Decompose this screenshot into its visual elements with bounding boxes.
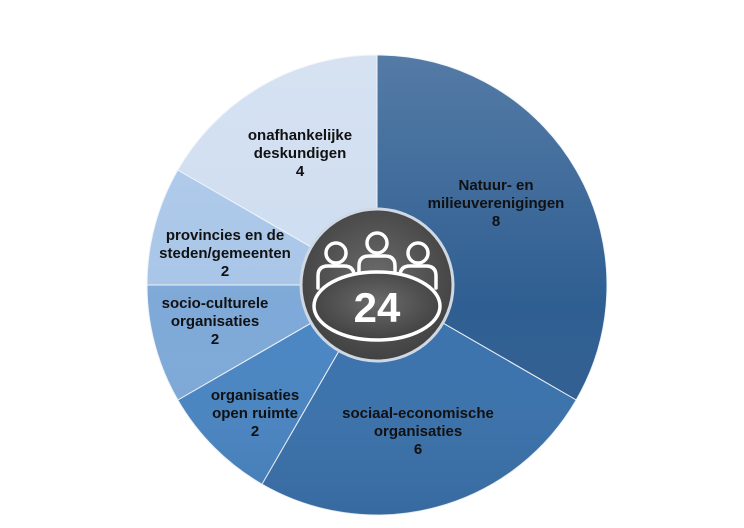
slice-value: 6 [414, 441, 422, 458]
slice-label-line: open ruimte [212, 405, 298, 422]
slice-label-0: Natuur- en milieuverenigingen 8 [428, 177, 565, 230]
slice-value: 8 [492, 213, 500, 230]
slice-label-line: organisaties [211, 387, 299, 404]
slice-label-1: sociaal-economische organisaties 6 [342, 405, 494, 458]
slice-label-line: organisaties [374, 423, 462, 440]
slice-label-4: provincies en de steden/gemeenten 2 [159, 227, 291, 280]
slice-label-line: onafhankelijke [248, 127, 352, 144]
total-count: 24 [354, 284, 401, 331]
slice-label-line: steden/gemeenten [159, 245, 291, 262]
slice-label-3: socio-culturele organisaties 2 [162, 295, 269, 348]
center-hub: 24 [299, 207, 455, 363]
meeting-table-icon [312, 231, 442, 342]
slice-labels: Natuur- en milieuverenigingen 8 sociaal-eco… [159, 127, 564, 458]
slice-label-2: organisaties open ruimte 2 [211, 387, 299, 440]
slice-label-line: socio-culturele [162, 295, 269, 312]
slice-label-line: Natuur- en [459, 177, 534, 194]
slice-value: 2 [221, 263, 229, 280]
slice-value: 2 [211, 331, 219, 348]
slice-label-line: deskundigen [254, 145, 347, 162]
slice-value: 2 [251, 423, 259, 440]
slice-label-5: onafhankelijke deskundigen 4 [248, 127, 352, 180]
slice-label-line: sociaal-economische [342, 405, 494, 422]
slice-label-line: milieuverenigingen [428, 195, 565, 212]
slice-value: 4 [296, 163, 305, 180]
slice-label-line: provincies en de [166, 227, 284, 244]
slice-label-line: organisaties [171, 313, 259, 330]
